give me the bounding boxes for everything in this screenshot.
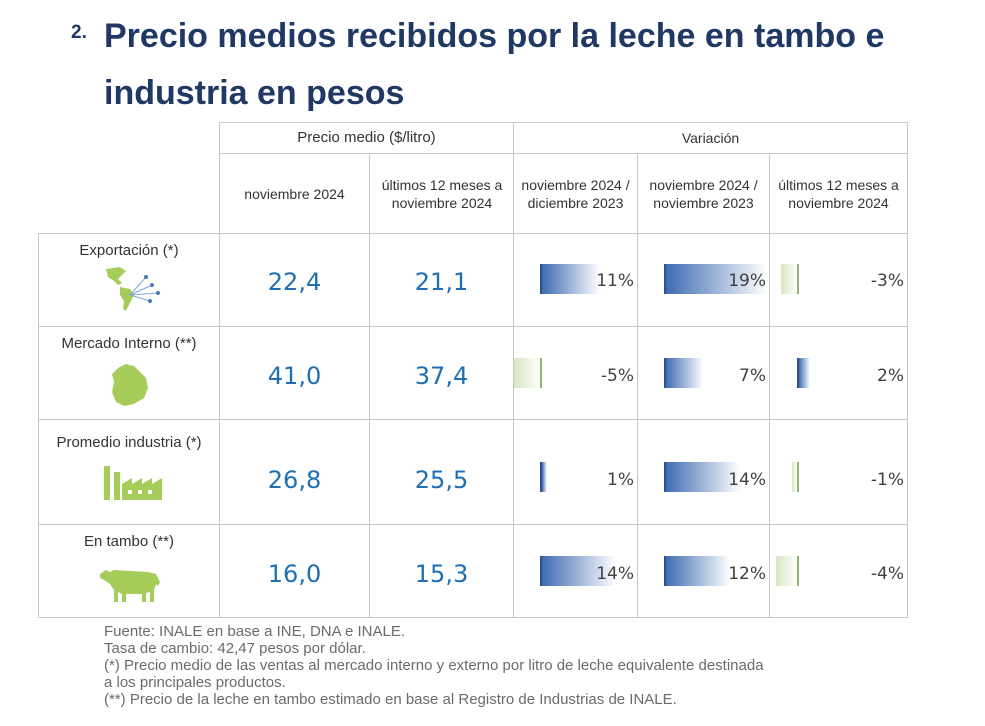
- bar-mercado-interno-var1: [513, 358, 542, 388]
- page-title: Precio medios recibidos por la leche en …: [104, 17, 885, 112]
- price-12m-exportacion: 21,1: [414, 268, 469, 296]
- footer-note-1: (*) Precio medio de las ventas al mercad…: [104, 657, 764, 674]
- pct-promedio-industria-var1: 1%: [607, 470, 634, 490]
- bar-en-tambo-var1: [540, 556, 617, 586]
- bar-exportacion-var1: [540, 264, 601, 294]
- pct-exportacion-var3: -3%: [870, 271, 904, 291]
- bar-exportacion-var3: [781, 264, 799, 294]
- row-label-mercado-interno: Mercado Interno (**): [61, 335, 197, 352]
- pct-mercado-interno-var1: -5%: [600, 366, 634, 386]
- header-precio-medio: Precio medio ($/litro): [297, 129, 436, 146]
- footer-notes: Fuente: INALE en base a INE, DNA e INALE…: [104, 623, 884, 708]
- bar-en-tambo-var3: [775, 556, 799, 586]
- row-label-promedio-industria: Promedio industria (*): [56, 434, 202, 451]
- footer-exchange-rate: Tasa de cambio: 42,47 pesos por dólar.: [104, 640, 366, 657]
- price-12m-en-tambo: 15,3: [414, 560, 469, 588]
- row-label-exportacion: Exportación (*): [79, 242, 179, 259]
- cow-icon: [100, 570, 160, 602]
- footer-note-2: (**) Precio de la leche en tambo estimad…: [104, 691, 677, 708]
- title-number: 2.: [71, 22, 87, 43]
- price-12m-mercado-interno: 37,4: [414, 362, 469, 390]
- bar-promedio-industria-var3: [791, 462, 799, 492]
- bar-promedio-industria-var1: [540, 462, 548, 492]
- price-nov-en-tambo: 16,0: [267, 560, 322, 588]
- bar-mercado-interno-var2: [664, 358, 704, 388]
- pct-mercado-interno-var2: 7%: [739, 366, 766, 386]
- uruguay-map-icon: [112, 364, 148, 406]
- header-col-nov-2024: noviembre 2024: [244, 185, 345, 202]
- pct-promedio-industria-var3: -1%: [870, 470, 904, 490]
- header-col-var-12-meses: últimos 12 meses a noviembre 2024: [778, 176, 899, 211]
- bar-exportacion-var2: [664, 264, 767, 294]
- factory-icon: [104, 466, 162, 500]
- header-col-12-meses: últimos 12 meses a noviembre 2024: [381, 176, 503, 211]
- row-label-en-tambo: En tambo (**): [83, 533, 175, 550]
- bar-mercado-interno-var3: [797, 358, 810, 388]
- price-nov-mercado-interno: 41,0: [267, 362, 322, 390]
- pct-promedio-industria-var2: 14%: [728, 470, 766, 490]
- header-variacion: Variación: [681, 130, 740, 146]
- footer-source: Fuente: INALE en base a INE, DNA e INALE…: [104, 623, 405, 640]
- pct-exportacion-var2: 19%: [728, 271, 766, 291]
- bar-promedio-industria-var2: [664, 462, 741, 492]
- price-nov-promedio-industria: 26,8: [267, 466, 322, 494]
- footer-note-1-cont: a los principales productos.: [104, 674, 286, 691]
- bar-en-tambo-var2: [664, 556, 730, 586]
- header-col-var-nov-dic: noviembre 2024 / diciembre 2023: [521, 176, 630, 211]
- pct-en-tambo-var1: 14%: [596, 564, 634, 584]
- pct-mercado-interno-var3: 2%: [877, 366, 904, 386]
- pct-en-tambo-var2: 12%: [728, 564, 766, 584]
- pct-exportacion-var1: 11%: [596, 271, 634, 291]
- pct-en-tambo-var3: -4%: [870, 564, 904, 584]
- americas-map-icon: [106, 267, 160, 311]
- header-col-var-nov-nov: noviembre 2024 / noviembre 2023: [649, 176, 758, 211]
- price-12m-promedio-industria: 25,5: [414, 466, 469, 494]
- price-nov-exportacion: 22,4: [267, 268, 322, 296]
